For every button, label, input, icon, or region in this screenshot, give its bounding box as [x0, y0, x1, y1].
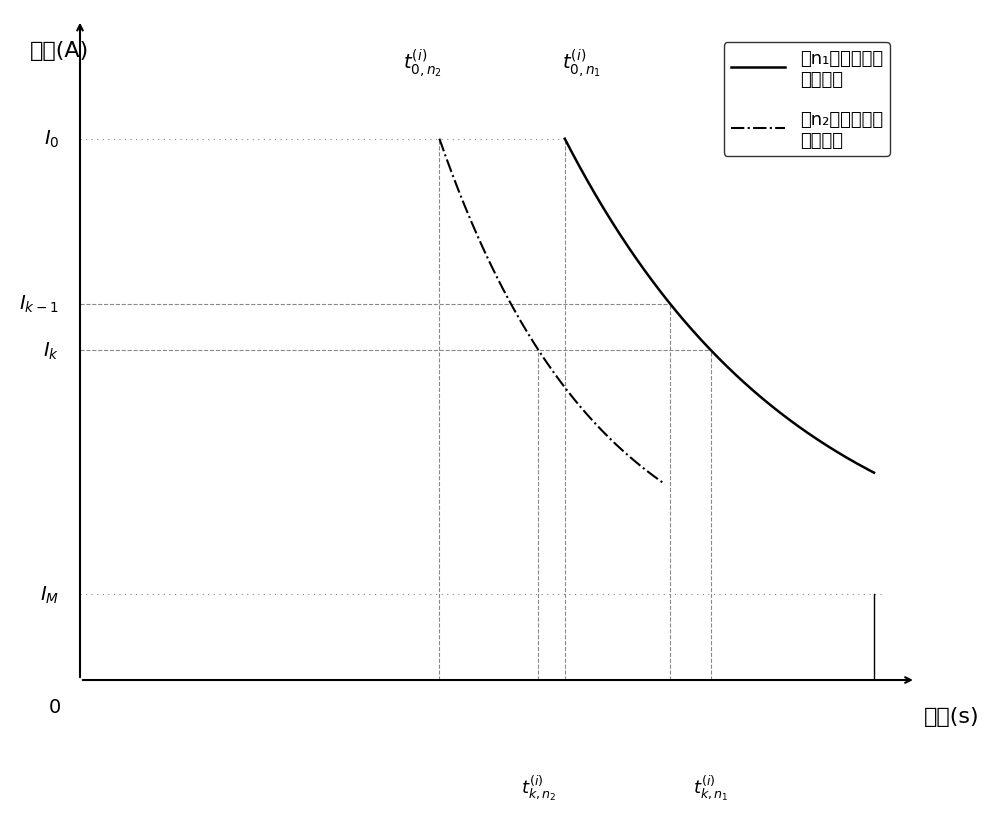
- Text: $I_k$: $I_k$: [43, 340, 59, 361]
- Text: $t_{0,n_2}^{(i)}$: $t_{0,n_2}^{(i)}$: [403, 48, 442, 80]
- Legend: 第n₁次恒压充电
电流曲线, 第n₂次恒压充电
电流曲线: 第n₁次恒压充电 电流曲线, 第n₂次恒压充电 电流曲线: [724, 43, 890, 156]
- Text: $t_{0,n_1}^{(i)}$: $t_{0,n_1}^{(i)}$: [562, 48, 601, 80]
- Text: 时间(s): 时间(s): [924, 707, 980, 726]
- Text: $I_{k-1}$: $I_{k-1}$: [19, 294, 59, 315]
- Text: $t_{k,n_2}^{(i)}$: $t_{k,n_2}^{(i)}$: [521, 772, 556, 803]
- Text: $I_M$: $I_M$: [40, 584, 59, 605]
- Text: $I_0$: $I_0$: [44, 129, 59, 150]
- Text: 0: 0: [49, 697, 61, 716]
- Text: $t_{k,n_1}^{(i)}$: $t_{k,n_1}^{(i)}$: [693, 772, 728, 803]
- Text: 电流(A): 电流(A): [30, 41, 89, 61]
